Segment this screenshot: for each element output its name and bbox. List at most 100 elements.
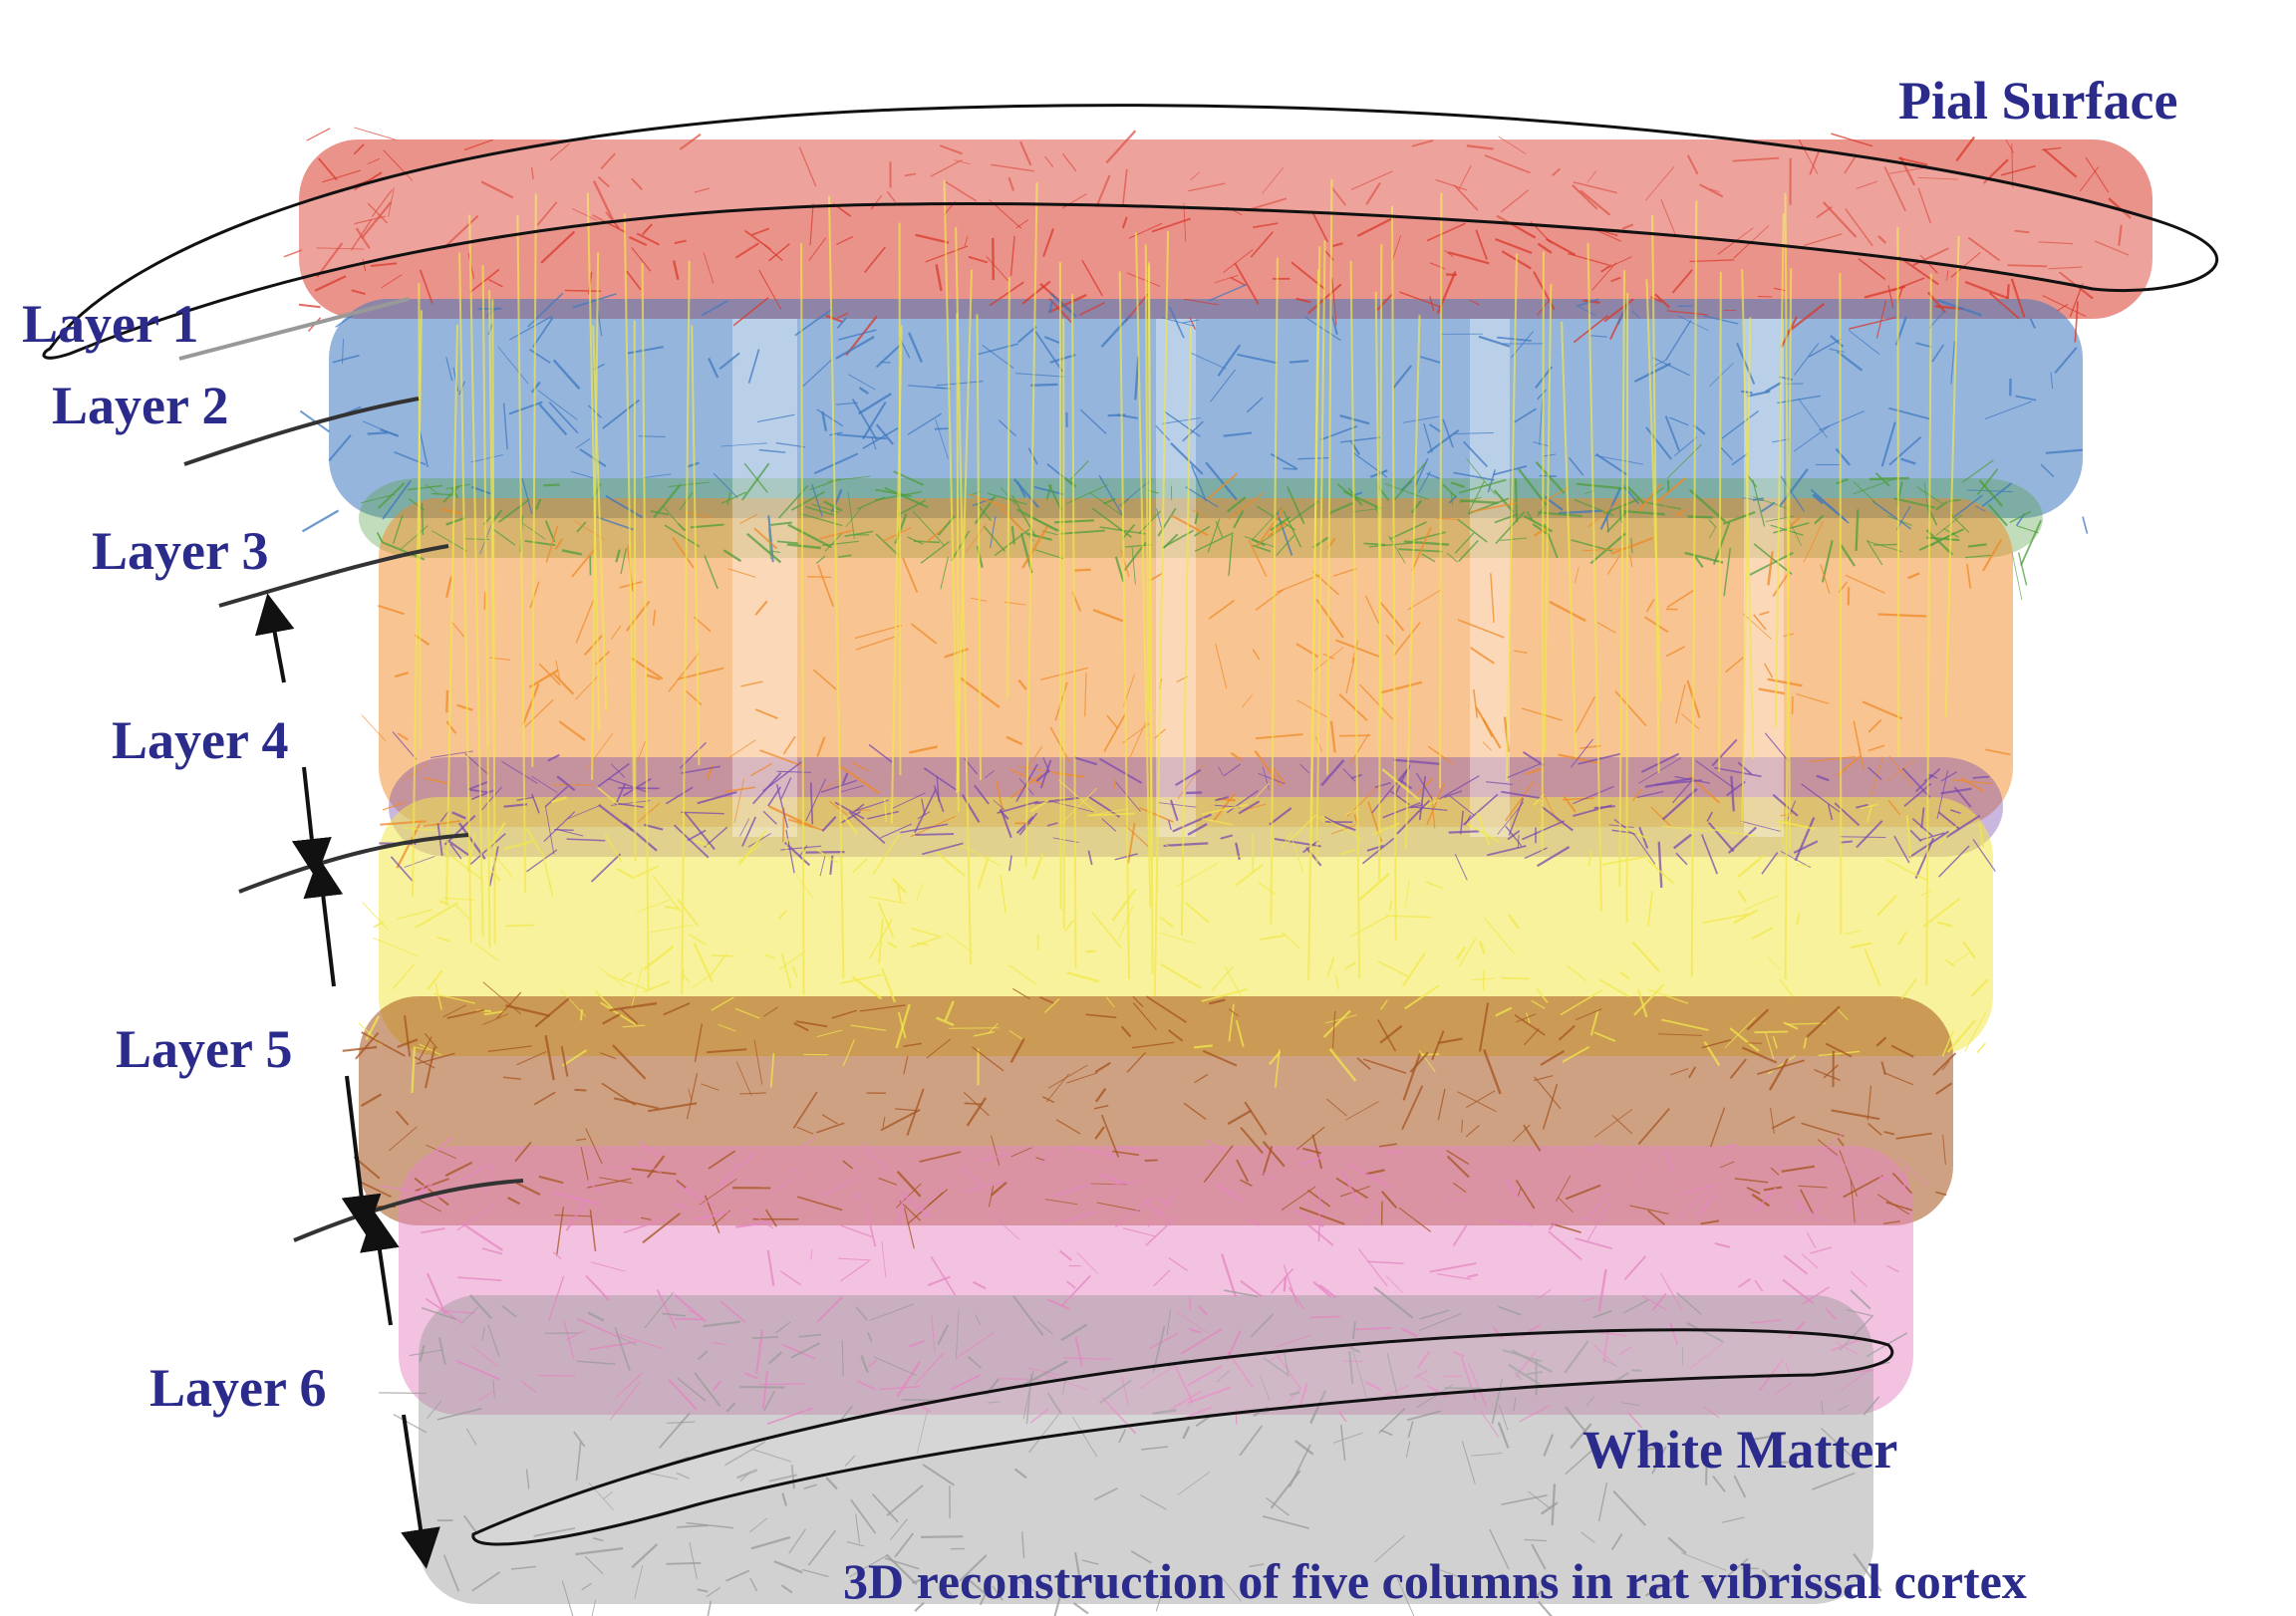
apical-dendrite [1062, 318, 1065, 929]
dendrite-stroke [1437, 775, 1480, 801]
dendrite-stroke [1641, 1295, 1667, 1311]
dendrite-stroke [1734, 1178, 1769, 1184]
dendrite-stroke [646, 1155, 666, 1179]
dendrite-stroke [796, 1126, 814, 1135]
dendrite-stroke [1856, 180, 1877, 189]
dendrite-stroke [935, 418, 949, 459]
dendrite-stroke [1417, 1350, 1431, 1369]
dendrite-stroke [878, 919, 884, 964]
dendrite-stroke [1405, 1441, 1411, 1459]
dendrite-stroke [1233, 510, 1245, 529]
dendrite-stroke [1515, 1350, 1537, 1378]
dendrite-stroke [1177, 1472, 1211, 1495]
dendrite-stroke [726, 492, 731, 506]
dendrite-stroke [889, 1518, 908, 1541]
dendrite-stroke [1940, 787, 1972, 795]
dendrite-stroke [1709, 362, 1734, 388]
dendrite-stroke [440, 508, 462, 515]
dendrite-stroke [1513, 1398, 1517, 1412]
dendrite-stroke [587, 404, 602, 418]
dendrite-stroke [751, 227, 770, 236]
dendrite-stroke [1419, 1312, 1462, 1331]
dendrite-stroke [1044, 1199, 1078, 1206]
dendrite-stroke [1168, 1029, 1184, 1042]
dendrite-stroke [1631, 941, 1661, 972]
dendrite-stroke [1457, 619, 1505, 639]
dendrite-stroke [837, 433, 887, 440]
dendrite-stroke [1240, 1179, 1253, 1187]
dendrite-stroke [1183, 1102, 1207, 1121]
dendrite-stroke [1090, 911, 1122, 948]
dendrite-stroke [1602, 498, 1639, 515]
dendrite-stroke [1019, 140, 1032, 166]
dendrite-stroke [1194, 532, 1235, 553]
dendrite-stroke [432, 992, 476, 1004]
dendrite-stroke [1094, 1061, 1111, 1074]
apical-dendrite [1153, 231, 1170, 996]
dendrite-stroke [1572, 184, 1598, 210]
dendrite-stroke [1902, 1166, 1907, 1192]
dendrite-stroke [886, 1484, 924, 1516]
apical-dendrite [1118, 271, 1130, 980]
apical-dendrite [681, 260, 691, 994]
dendrite-stroke [482, 1013, 509, 1025]
dendrite-stroke [460, 1165, 488, 1182]
apical-dendrite [800, 243, 805, 996]
dendrite-stroke [471, 1345, 498, 1367]
dendrite-stroke [1567, 964, 1587, 982]
dendrite-stroke [1788, 516, 1801, 528]
dendrite-stroke [1034, 549, 1063, 560]
dendrite-stroke [636, 900, 670, 914]
dendrite-stroke [682, 973, 691, 983]
dendrite-stroke [844, 1455, 856, 1468]
dendrite-stroke [838, 554, 852, 558]
dendrite-stroke [1066, 1072, 1098, 1084]
dendrite-stroke [1072, 1146, 1116, 1158]
dendrite-stroke [1753, 543, 1793, 576]
dendrite-stroke [1858, 257, 1886, 281]
dendrite-stroke [764, 1209, 777, 1227]
dendrite-stroke [816, 408, 844, 427]
dendrite-stroke [1098, 1379, 1132, 1404]
dendrite-stroke [516, 1050, 547, 1066]
dendrite-stroke [1453, 431, 1495, 434]
dendrite-stroke [1260, 935, 1286, 941]
dendrite-stroke [1699, 183, 1724, 198]
dendrite-stroke [1342, 490, 1381, 510]
dendrite-stroke [1661, 787, 1698, 821]
dendrite-stroke [1798, 398, 1828, 438]
dendrite-stroke [588, 1341, 637, 1351]
dendrite-stroke [540, 230, 576, 264]
dendrite-stroke [665, 906, 680, 910]
dendrite-stroke [613, 1097, 660, 1110]
dendrite-stroke [1034, 331, 1063, 373]
dendrite-stroke [995, 781, 1004, 811]
dendrite-stroke [1754, 1279, 1764, 1292]
dendrite-stroke [1260, 1374, 1271, 1401]
dendrite-stroke [1880, 421, 1896, 467]
dendrite-stroke [631, 177, 643, 190]
dendrite-stroke [1288, 1286, 1305, 1310]
dendrite-stroke [491, 870, 501, 882]
dendrite-stroke [940, 556, 949, 590]
dendrite-stroke [1636, 790, 1664, 799]
dendrite-stroke [1335, 639, 1381, 659]
dendrite-stroke [1737, 761, 1753, 775]
dendrite-stroke [1831, 133, 1873, 147]
dendrite-stroke [686, 1521, 734, 1529]
dendrite-stroke [836, 317, 847, 330]
dendrite-stroke [1036, 1320, 1054, 1335]
dendrite-stroke [891, 792, 926, 810]
dendrite-stroke [1708, 828, 1756, 837]
dendrite-stroke [969, 493, 1008, 509]
dendrite-stroke [388, 187, 395, 217]
dendrite-stroke [1289, 1444, 1311, 1487]
apical-dendrite [1651, 214, 1660, 773]
dendrite-stroke [791, 965, 798, 978]
dendrite-stroke [956, 1309, 960, 1358]
dendrite-stroke [1379, 1429, 1393, 1437]
dendrite-stroke [1255, 733, 1303, 740]
dendrite-stroke [1294, 1440, 1314, 1456]
dendrite-stroke [1099, 1173, 1128, 1186]
dendrite-stroke [1844, 153, 1858, 174]
